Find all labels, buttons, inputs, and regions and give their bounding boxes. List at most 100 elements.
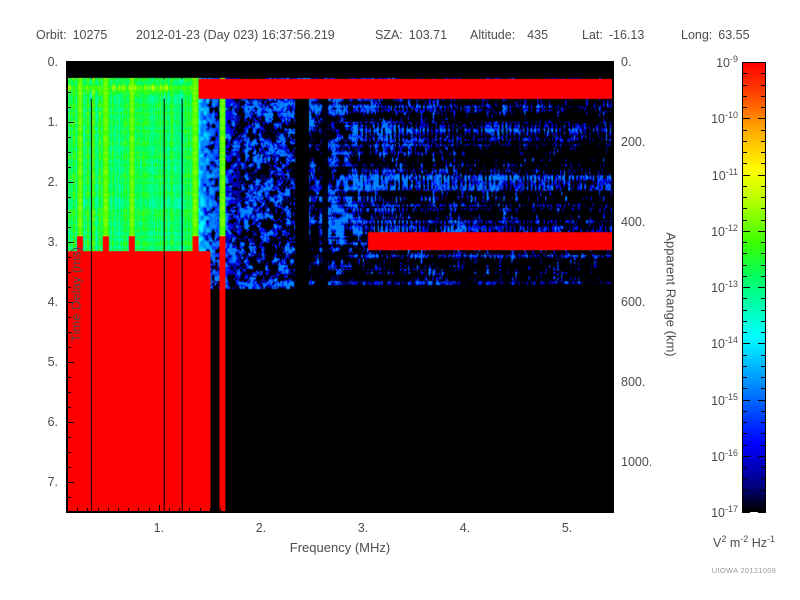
minor-tick-bottom [138,508,139,512]
minor-tick-bottom [343,508,344,512]
minor-tick-right [609,502,613,503]
latitude-label: Lat: [582,28,603,42]
right-tick-label: 0. [621,55,632,69]
colorbar-major-tick [742,400,750,401]
colorbar-minor-tick [742,96,747,97]
minor-tick-left [67,107,71,108]
minor-tick-left [67,167,71,168]
major-tick-right [606,382,613,383]
header-longitude: Long: 63.55 [681,28,750,42]
major-tick-bottom [465,505,466,512]
longitude-label: Long: [681,28,713,42]
minor-tick-left [67,497,71,498]
header-datetime: 2012-01-23 (Day 023) 16:37:56.219 [136,28,335,42]
major-tick-bottom [567,505,568,512]
colorbar-units-label: V2 m-2 Hz-1 [712,534,776,551]
major-tick-left [67,182,74,183]
colorbar-minor-tick [761,501,766,502]
colorbar-major-tick [742,231,750,232]
colorbar-minor-tick [761,433,766,434]
left-tick-label: 3. [47,235,58,249]
colorbar-minor-tick [742,411,747,412]
colorbar-minor-tick [742,107,747,108]
minor-tick-bottom [169,508,170,512]
colorbar-tick-label: 10-14 [711,335,738,352]
colorbar-minor-tick [742,501,747,502]
colorbar-major-tick [742,512,750,513]
colorbar-minor-tick [761,388,766,389]
minor-tick-right [609,342,613,343]
bottom-axis-line [66,512,614,513]
header-altitude: Altitude: 435 [470,28,548,42]
major-tick-left [67,302,74,303]
colorbar-major-tick [758,62,766,63]
minor-tick-left [67,317,71,318]
right-axis-line [613,61,614,513]
major-tick-right [606,462,613,463]
minor-tick-left [67,212,71,213]
longitude-value: 63.55 [718,28,750,42]
colorbar-minor-tick [761,220,766,221]
minor-tick-bottom [394,508,395,512]
minor-tick-bottom [77,508,78,512]
colorbar-minor-tick [742,355,747,356]
left-tick-label: 4. [47,295,58,309]
colorbar-major-tick [742,456,750,457]
minor-tick-bottom [577,508,578,512]
major-tick-bottom [159,505,160,512]
minor-tick-left [67,512,71,513]
colorbar-minor-tick [761,186,766,187]
minor-tick-left [67,347,71,348]
left-tick-label: 6. [47,415,58,429]
colorbar-major-tick [758,287,766,288]
minor-tick-left [67,137,71,138]
colorbar-minor-tick [761,96,766,97]
minor-tick-bottom [608,508,609,512]
orbit-label: Orbit: [36,28,67,42]
minor-tick-bottom [404,508,405,512]
major-tick-bottom [261,505,262,512]
left-axis-line [66,61,67,513]
major-tick-bottom [363,505,364,512]
header-sza: SZA: 103.71 [375,28,447,42]
minor-tick-left [67,152,71,153]
colorbar-major-tick [758,343,766,344]
colorbar-major-tick [742,175,750,176]
minor-tick-bottom [383,508,384,512]
colorbar-minor-tick [742,152,747,153]
bottom-tick-label: 3. [357,521,369,535]
colorbar-minor-tick [742,253,747,254]
minor-tick-bottom [220,508,221,512]
minor-tick-left [67,92,71,93]
minor-tick-bottom [230,508,231,512]
colorbar-minor-tick [761,490,766,491]
right-tick-label: 800. [621,375,646,389]
colorbar-minor-tick [761,265,766,266]
colorbar-major-tick [758,175,766,176]
colorbar-minor-tick [761,467,766,468]
colorbar-minor-tick [761,445,766,446]
left-tick-label: 7. [47,475,58,489]
minor-tick-bottom [455,508,456,512]
colorbar-tick-label: 10-16 [711,447,738,464]
minor-tick-left [67,272,71,273]
colorbar-minor-tick [761,355,766,356]
bottom-tick-label: 2. [255,521,267,535]
minor-tick-bottom [526,508,527,512]
colorbar-minor-tick [742,186,747,187]
colorbar-minor-tick [742,467,747,468]
colorbar-minor-tick [742,242,747,243]
colorbar-minor-tick [761,310,766,311]
major-tick-left [67,422,74,423]
minor-tick-bottom [547,508,548,512]
minor-tick-left [67,467,71,468]
minor-tick-bottom [118,508,119,512]
minor-tick-left [67,257,71,258]
major-tick-left [67,482,74,483]
minor-tick-bottom [496,508,497,512]
colorbar-major-tick [742,287,750,288]
sza-value: 103.71 [408,28,448,42]
colorbar-minor-tick [761,332,766,333]
major-tick-right [606,62,613,63]
